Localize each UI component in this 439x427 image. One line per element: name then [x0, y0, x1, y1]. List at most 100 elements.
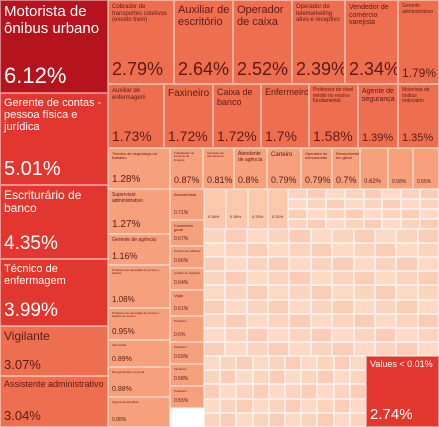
treemap-minor-cell: [246, 299, 269, 314]
treemap-minor-cell: [317, 398, 334, 413]
treemap-minor-cell: [401, 219, 421, 229]
treemap-minor-cell: [332, 229, 354, 244]
treemap-cell: Trabalhador de serviços de limpeza 0.87%: [170, 148, 203, 189]
treemap-minor-cell: [289, 341, 311, 356]
treemap-minor-cell: [246, 229, 269, 244]
treemap-cell: Almoxarife 0.89%: [108, 340, 170, 367]
treemap-cell: Mecânico 0.58%: [170, 364, 204, 386]
treemap-minor-cell: [252, 398, 269, 413]
treemap-minor-cell: [363, 209, 383, 219]
treemap-minor-cell: [353, 327, 375, 342]
treemap-minor-cell: [374, 313, 397, 328]
treemap-cell: Vendedor de comércio varejista 2.34%: [345, 0, 398, 84]
treemap-minor-cell: [285, 412, 302, 427]
treemap-cell: Cozinheiro geral 0.67%: [170, 220, 204, 246]
treemap-cell-value: 4.35%: [4, 233, 58, 254]
treemap-cell-label: Técnico de enfermagem: [4, 263, 66, 288]
treemap-cell-value: 2.39%: [296, 59, 345, 79]
treemap-minor-cell: [344, 199, 364, 209]
treemap-cell-label: Gerente de agência: [112, 237, 156, 243]
treemap-cell-label: Motorista de ônibus urbano: [4, 3, 100, 37]
treemap-cell: Escriturário de banco 4.35%: [0, 185, 108, 259]
treemap-cell-label: Vigilante: [4, 329, 50, 343]
treemap-cell: Auxiliar de logística 0.64%: [170, 268, 204, 290]
treemap-minor-cell: [236, 398, 253, 413]
treemap-minor-cell: [204, 313, 226, 328]
treemap-minor-cell: [220, 356, 237, 371]
treemap-minor-cell: [246, 257, 269, 272]
treemap-cell-value: 1.35%: [402, 132, 434, 144]
treemap-cell: Auxiliar de escritório 2.64%: [174, 0, 233, 84]
treemap-cell: Armazenista 0.71%: [170, 189, 204, 220]
treemap-cell-label: Recepcionista, em geral: [112, 370, 145, 374]
treemap-cell-label: Mecânico: [174, 367, 187, 371]
treemap-cell-label: Faxineiro: [168, 88, 210, 99]
treemap-cell-value: 0.59%: [174, 354, 189, 360]
treemap-minor-cell: [268, 370, 285, 385]
treemap-cell-label: Escriturário de banco: [4, 188, 82, 216]
treemap-cell: 0.55%: [413, 148, 439, 189]
treemap-cell: Supervisor administrativo 1.27%: [108, 189, 170, 234]
treemap-cell: Recepcionista, em geral 0.88%: [108, 367, 170, 397]
treemap-cell-label: Professor de educação de jovens e adulto…: [112, 268, 160, 276]
treemap-cell-value: 1.08%: [112, 295, 135, 304]
treemap-minor-cell: [344, 189, 364, 199]
treemap-cell-value: 0.67%: [174, 236, 189, 242]
treemap-minor-cell: [396, 271, 418, 286]
treemap-cell: Motorista de ônibus urbano 6.12%: [0, 0, 108, 93]
treemap-minor-cell: [382, 219, 402, 229]
treemap-minor-cell: [301, 412, 318, 427]
treemap-cell-label: Gerente administrativo: [402, 3, 433, 15]
treemap-minor-cell: [225, 327, 247, 342]
treemap-minor-cell: [204, 243, 226, 258]
treemap-cell: 0.32%: [268, 189, 288, 229]
treemap-cell: Porteiro de edifícios 0.66%: [170, 246, 204, 268]
treemap-minor-cell: [332, 285, 354, 300]
treemap-cell: Gerente de contas - pessoa física e jurí…: [0, 93, 108, 185]
treemap-cell-label: Auxiliar de enfermagem: [112, 88, 146, 101]
treemap-minor-cell: [363, 189, 383, 199]
treemap-minor-cell: [306, 219, 326, 229]
treemap-minor-cell: [225, 285, 247, 300]
treemap-cell-value: 0.61%: [174, 306, 189, 312]
treemap-minor-cell: [246, 341, 269, 356]
treemap-cell-value: 0.64%: [174, 280, 189, 286]
treemap-cell: 0.38%: [204, 189, 226, 229]
treemap-minor-cell: [252, 384, 269, 399]
treemap-cell-label: Operador de atendimento: [207, 151, 224, 159]
treemap-minor-cell: [268, 271, 290, 286]
treemap-minor-cell: [349, 398, 366, 413]
treemap-minor-cell: [420, 199, 439, 209]
treemap-cell: Carteiro 0.79%: [267, 148, 301, 189]
treemap-minor-cell: [252, 356, 269, 371]
treemap-minor-cell: [396, 229, 418, 244]
treemap-minor-cell: [396, 327, 418, 342]
treemap-cell: Cobrador de transportes coletivos (excet…: [108, 0, 174, 84]
treemap-minor-cell: [268, 356, 285, 371]
treemap-cell: Auxiliar de enfermagem 1.73%: [108, 84, 164, 148]
treemap-cell: Professor 0.59%: [170, 342, 204, 364]
treemap-cell: Professor de nível médio no ensino funda…: [309, 84, 358, 148]
treemap-minor-cell: [317, 384, 334, 399]
treemap-minor-cell: [225, 313, 247, 328]
treemap-minor-cell: [246, 271, 269, 286]
treemap-minor-cell: [220, 384, 237, 399]
treemap-minor-cell: [333, 384, 350, 399]
treemap-cell-value: 0.55%: [174, 398, 189, 404]
treemap-minor-cell: [401, 189, 421, 199]
treemap-minor-cell: [417, 229, 439, 244]
treemap-cell-value: 1.7%: [265, 128, 297, 144]
treemap-minor-cell: [353, 299, 375, 314]
treemap-cell-value: 0.32%: [272, 214, 284, 219]
treemap-cell: 0.36%: [226, 189, 248, 229]
treemap-minor-cell: [310, 299, 333, 314]
treemap-minor-cell: [289, 257, 311, 272]
treemap-cell-label: Auxiliar de logística: [174, 271, 200, 275]
treemap-cell: Gerente administrativo 1.79%: [398, 0, 439, 84]
treemap-minor-cell: [225, 243, 247, 258]
treemap-cell-value: 5.01%: [4, 158, 61, 180]
treemap-minor-cell: [420, 189, 439, 199]
treemap-cell: 0.62%: [360, 148, 388, 189]
treemap-minor-cell: [268, 398, 285, 413]
treemap-cell-label: Supervisor administrativo: [112, 192, 143, 204]
